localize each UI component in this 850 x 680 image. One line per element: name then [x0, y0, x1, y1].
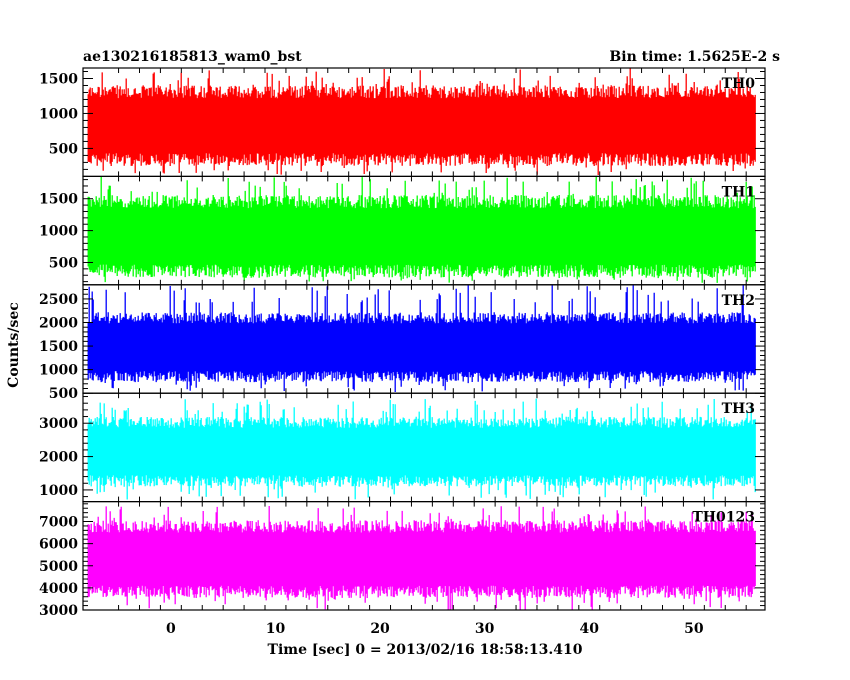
- series-label-th3: TH3: [722, 401, 755, 417]
- series-label-th1: TH1: [722, 184, 755, 200]
- y-tick-label: 2000: [39, 450, 78, 466]
- y-tick-label: 1500: [39, 192, 78, 208]
- series-trace-th0123: [87, 506, 756, 610]
- x-tick-label: 10: [266, 621, 286, 637]
- series-label-th2: TH2: [722, 293, 755, 309]
- bin-time-label: Bin time: 1.5625E-2 s: [609, 49, 780, 65]
- chart-title: ae130216185813_wam0_bst: [83, 49, 302, 65]
- y-tick-label: 1000: [39, 106, 78, 122]
- panel-th3: 1000 2000 3000 TH3: [39, 392, 766, 503]
- x-tick-label: 30: [475, 621, 495, 637]
- y-tick-label: 500: [49, 141, 78, 157]
- series-trace-th0: [87, 68, 756, 175]
- y-tick-label: 7000: [39, 515, 78, 531]
- y-tick-label: 6000: [39, 537, 78, 553]
- y-tick-label: 1000: [39, 224, 78, 240]
- y-tick-label: 2500: [39, 292, 78, 308]
- panel-th1: 500 1000 1500 TH1: [39, 175, 766, 286]
- x-axis: 0 10 20 30 40 50: [166, 621, 704, 637]
- x-tick-label: 40: [580, 621, 600, 637]
- y-tick-label: 500: [49, 386, 78, 402]
- panel-th2: 500 1000 1500 2000 2500 TH2: [39, 284, 766, 402]
- y-tick-label: 3000: [39, 603, 78, 619]
- series-trace-th1: [87, 176, 756, 283]
- series-trace-th2: [87, 285, 756, 392]
- y-tick-label: 1500: [39, 71, 78, 87]
- y-tick-label: 1000: [39, 483, 78, 499]
- y-tick-label: 3000: [39, 416, 78, 432]
- panel-th0: 500 1000 1500 TH0: [39, 67, 766, 178]
- x-axis-label: Time [sec] 0 = 2013/02/16 18:58:13.410: [268, 642, 583, 658]
- panels: 500 1000 1500 TH0 500 1000 1500 TH1 500 1000 1500 2…: [39, 67, 766, 619]
- series-trace-th3: [87, 398, 756, 500]
- panel-frame: [82, 501, 766, 611]
- series-label-th0: TH0: [722, 76, 756, 92]
- y-tick-label: 4000: [39, 581, 78, 597]
- panel-th0123: 3000 4000 5000 6000 7000 TH0123: [39, 501, 766, 619]
- y-tick-label: 1000: [39, 363, 78, 379]
- x-tick-label: 20: [370, 621, 390, 637]
- x-tick-label: 0: [166, 621, 176, 637]
- y-tick-label: 5000: [39, 559, 78, 575]
- y-tick-label: 1500: [39, 339, 78, 355]
- series-label-th0123: TH0123: [692, 510, 755, 526]
- y-tick-label: 2000: [39, 316, 78, 332]
- y-axis-label: Counts/sec: [6, 302, 22, 388]
- x-tick-label: 50: [684, 621, 704, 637]
- y-tick-label: 500: [49, 255, 78, 271]
